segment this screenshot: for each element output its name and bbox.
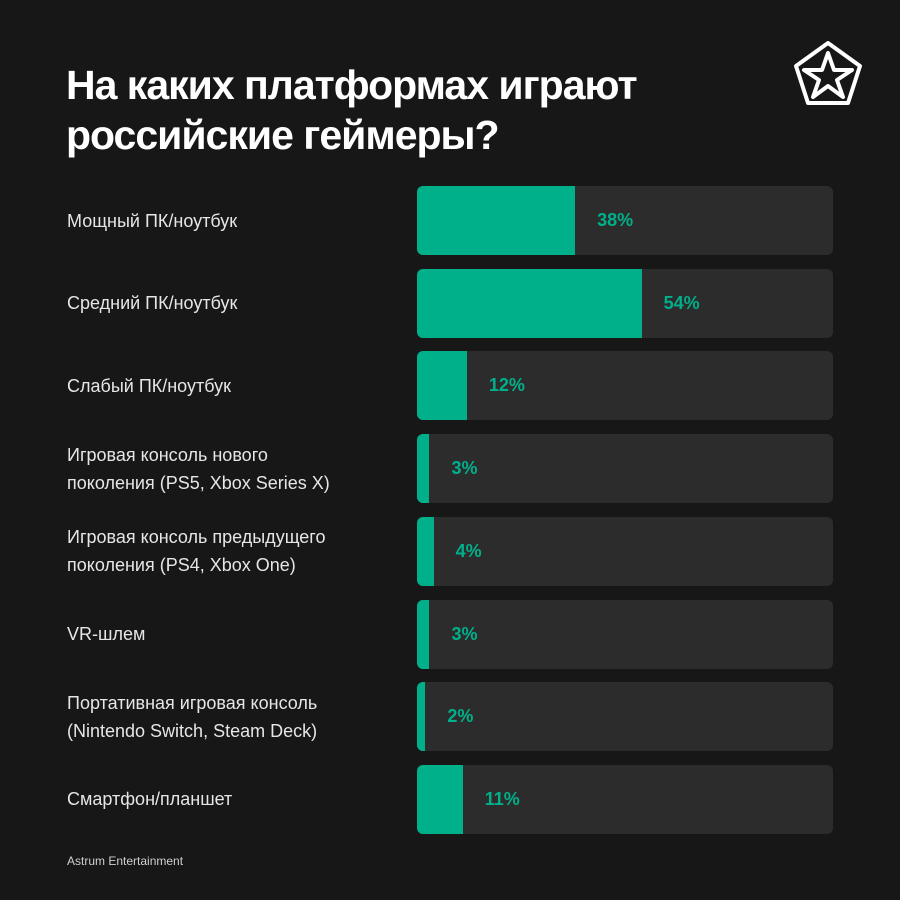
chart-row: Смартфон/планшет 11%	[0, 764, 900, 834]
bar	[417, 516, 434, 586]
chart-row: VR-шлем 3%	[0, 599, 900, 669]
chart-row: Мощный ПК/ноутбук 38%	[0, 186, 900, 255]
category-label: Портативная игровая консоль (Nintendo Sw…	[67, 692, 318, 741]
category-label: Игровая консоль предыдущего поколения (P…	[67, 527, 326, 576]
category-label: Игровая консоль нового поколения (PS5, X…	[67, 444, 330, 493]
value-label: 2%	[447, 706, 474, 727]
value-label: 11%	[484, 788, 520, 809]
bar	[417, 764, 463, 834]
category-label: Слабый ПК/ноутбук	[67, 375, 232, 396]
bar-track: 3%	[417, 599, 833, 669]
bar-track: 3%	[417, 434, 833, 504]
category-label: Средний ПК/ноутбук	[67, 293, 238, 314]
category-label: Мощный ПК/ноутбук	[67, 210, 238, 231]
category-label: VR-шлем	[67, 624, 146, 644]
bar	[417, 599, 430, 669]
bar	[417, 186, 576, 255]
value-label: 4%	[455, 540, 482, 561]
bar	[417, 268, 642, 338]
footer-credit: Astrum Entertainment	[67, 854, 184, 868]
category-label: Смартфон/планшет	[67, 789, 233, 810]
chart-row: Слабый ПК/ноутбук 12%	[0, 351, 900, 421]
chart-row: Портативная игровая консоль (Nintendo Sw…	[0, 682, 900, 752]
bar-track: 4%	[417, 516, 833, 586]
bar-track: 2%	[417, 682, 833, 752]
bar	[417, 682, 426, 752]
bar-track: 11%	[417, 764, 833, 834]
chart-row: Игровая консоль предыдущего поколения (P…	[0, 516, 900, 586]
value-label: 12%	[488, 375, 525, 396]
star-pentagon-logo-icon	[794, 41, 862, 105]
page-title: На каких платформах играют российские ге…	[66, 62, 638, 158]
bar-track: 54%	[417, 268, 833, 338]
chart-row: Игровая консоль нового поколения (PS5, X…	[0, 434, 900, 504]
value-label: 3%	[451, 623, 478, 644]
value-label: 54%	[663, 292, 700, 313]
bar-track: 38%	[417, 186, 833, 255]
bar-track: 12%	[417, 351, 833, 421]
value-label: 38%	[597, 210, 634, 230]
chart-row: Средний ПК/ноутбук 54%	[0, 268, 900, 338]
value-label: 3%	[451, 458, 478, 479]
bar	[417, 434, 430, 504]
bar	[417, 351, 467, 421]
